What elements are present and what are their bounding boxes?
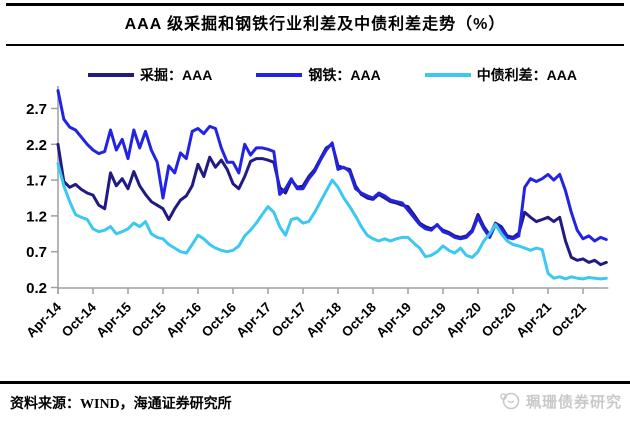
legend-item-bond_spread: 中债利差：AAA bbox=[424, 65, 578, 85]
line-chart-canvas: 0.20.71.21.72.22.7Apr-14Oct-14Apr-15Oct-… bbox=[23, 86, 609, 341]
x-axis-label: Oct-21 bbox=[549, 299, 590, 340]
x-axis-label: Apr-18 bbox=[303, 299, 344, 340]
y-axis-label: 1.2 bbox=[26, 208, 47, 225]
x-axis-label: Oct-20 bbox=[479, 300, 519, 340]
x-axis-label: Apr-17 bbox=[233, 300, 274, 341]
x-axis-label: Apr-20 bbox=[443, 300, 484, 341]
x-axis-label: Apr-16 bbox=[163, 299, 204, 340]
x-axis-label: Oct-18 bbox=[339, 299, 380, 340]
x-axis-label: Apr-15 bbox=[93, 299, 134, 340]
y-axis-label: 0.2 bbox=[26, 280, 47, 297]
legend-swatch-mining bbox=[88, 73, 134, 77]
x-axis-label: Oct-16 bbox=[199, 299, 240, 340]
y-axis-label: 2.7 bbox=[26, 101, 47, 118]
legend-label-steel: 钢铁：AAA bbox=[308, 67, 381, 83]
legend-item-mining: 采掘：AAA bbox=[88, 65, 212, 85]
x-axis-label: Oct-17 bbox=[269, 300, 309, 340]
x-axis-label: Apr-21 bbox=[513, 299, 554, 340]
x-axis-label: Apr-19 bbox=[373, 300, 414, 341]
legend-swatch-bond_spread bbox=[424, 73, 471, 77]
series-line-bond_spread bbox=[56, 162, 608, 281]
watermark-text: 珮珊债券研究 bbox=[525, 394, 622, 411]
watermark: 珮珊债券研究 bbox=[499, 390, 622, 412]
chart-legend: 采掘：AAA 钢铁：AAA 中债利差：AAA bbox=[88, 64, 620, 86]
data-source-note: 资料来源：WIND，海通证券研究所 bbox=[10, 397, 232, 412]
title-underline bbox=[6, 44, 624, 46]
top-border-line bbox=[6, 3, 624, 6]
x-axis-label: Oct-19 bbox=[409, 300, 449, 340]
y-axis-label: 0.7 bbox=[26, 244, 47, 261]
legend-item-steel: 钢铁：AAA bbox=[256, 65, 381, 85]
legend-label-bond_spread: 中债利差：AAA bbox=[476, 67, 578, 83]
legend-label-mining: 采掘：AAA bbox=[140, 67, 213, 83]
x-axis-label: Oct-14 bbox=[59, 299, 100, 340]
legend-swatch-steel bbox=[256, 73, 303, 77]
y-axis-label: 2.2 bbox=[26, 137, 47, 154]
watermark-logo-icon bbox=[500, 392, 520, 410]
x-axis-label: Oct-15 bbox=[129, 299, 170, 340]
footer-separator-line bbox=[0, 381, 630, 384]
chart-title: AAA 级采掘和钢铁行业利差及中债利差走势（%） bbox=[124, 16, 506, 33]
series-line-steel bbox=[56, 89, 608, 243]
x-axis-label: Apr-14 bbox=[23, 299, 64, 340]
y-axis-label: 1.7 bbox=[26, 173, 47, 190]
